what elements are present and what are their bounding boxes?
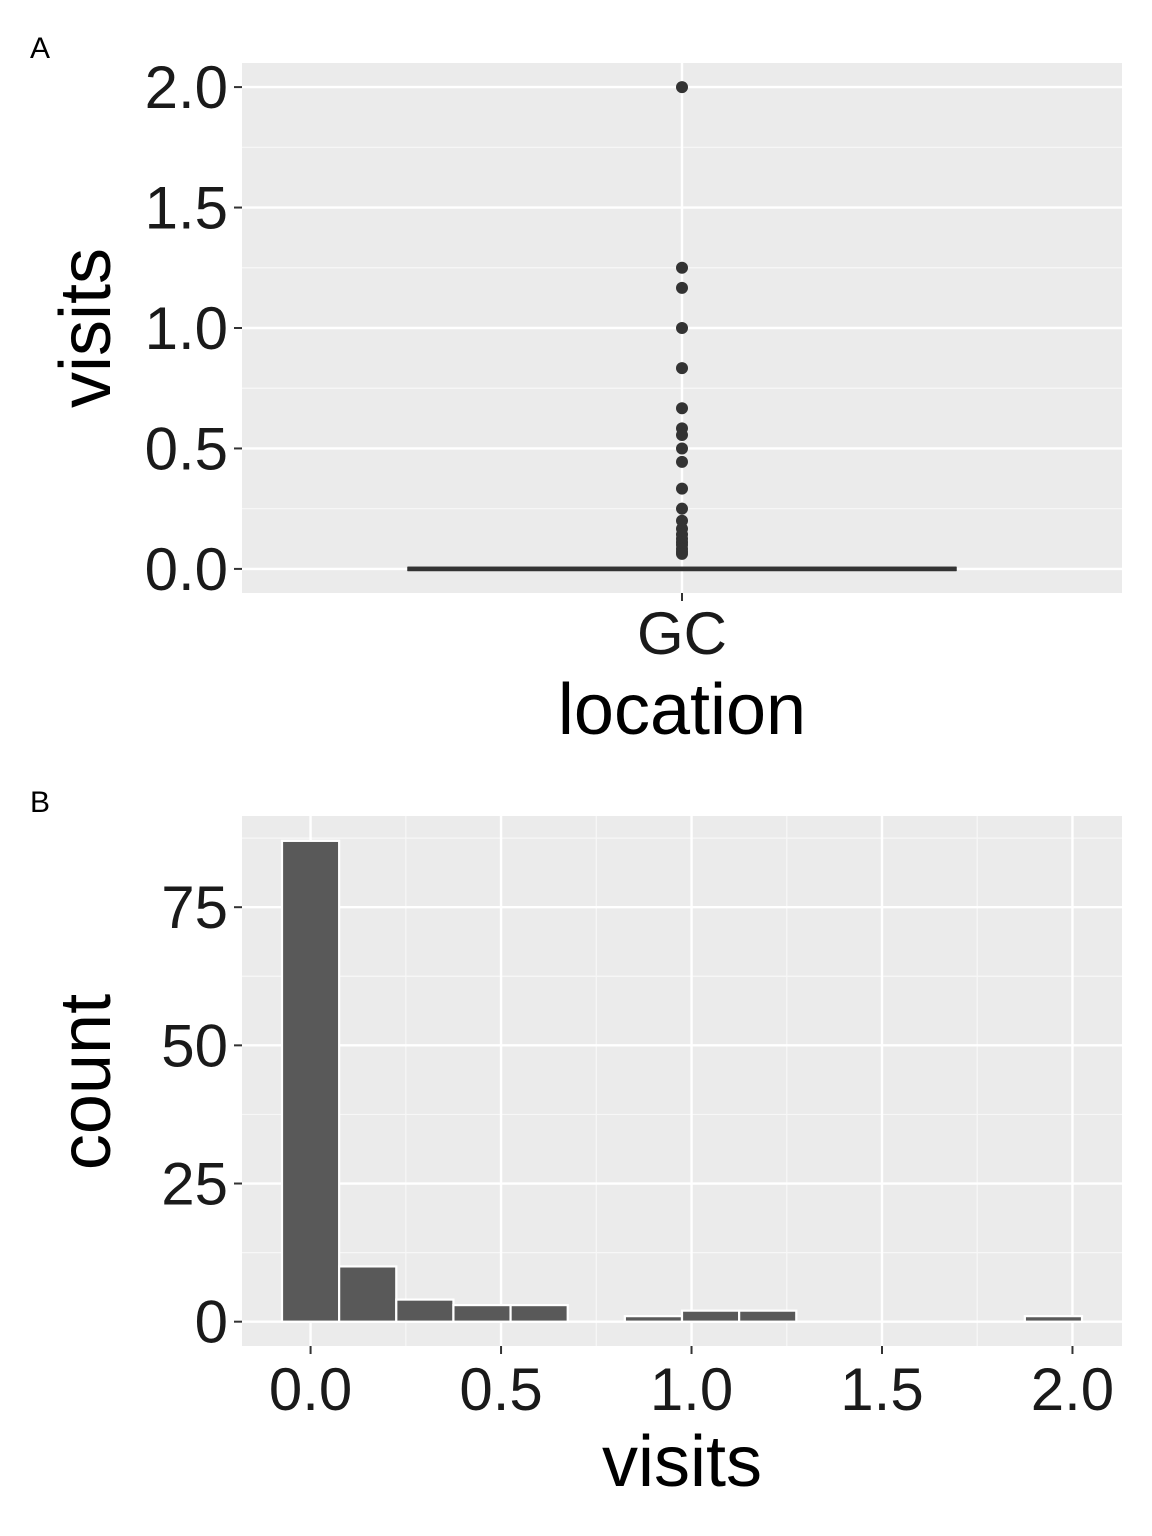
panel-b-histogram-bar [395, 1298, 455, 1323]
panel-a-y-ticks: 0.0 0.5 1.0 1.5 2.0 [145, 54, 242, 603]
panel-b-x-tick-label: 2.0 [1031, 1356, 1114, 1423]
panel-b-histogram-bar [680, 1309, 741, 1323]
panel-b-histogram-bar [738, 1309, 798, 1323]
panel-a-outlier-point [676, 81, 688, 94]
panel-b-y-axis-title: count [46, 994, 126, 1170]
panel-a-marks [407, 81, 957, 572]
panel-b-histogram-bar [280, 839, 341, 1323]
panel-a-y-tick-label: 0.5 [145, 415, 228, 482]
panel-b: B 0 25 50 75 0.0 0.5 1.0 1.5 2.0 visits count [30, 786, 1122, 1502]
panel-a-outlier-point [676, 402, 688, 415]
panel-b-y-ticks: 0 25 50 75 [161, 874, 242, 1356]
panel-b-histogram-bar [452, 1304, 512, 1323]
panel-a-outlier-point [676, 547, 688, 560]
panel-b-x-tick-label: 0.5 [459, 1356, 542, 1423]
panel-a-y-tick-label: 1.5 [145, 175, 228, 242]
panel-a-x-axis-title: location [558, 670, 806, 750]
panel-a-x-tick-label: GC [637, 600, 727, 667]
panel-b-x-tick-label: 1.5 [840, 1356, 923, 1423]
panel-b-x-ticks: 0.0 0.5 1.0 1.5 2.0 [269, 1346, 1114, 1423]
panel-b-histogram-bar [623, 1315, 684, 1323]
panel-b-histogram-bar [338, 1265, 398, 1323]
panel-a-y-tick-label: 1.0 [145, 295, 228, 362]
panel-b-x-tick-label: 0.0 [269, 1356, 352, 1423]
panel-a-outlier-point [676, 281, 688, 294]
panel-b-y-tick-label: 25 [161, 1151, 228, 1218]
panel-a-outlier-point [676, 502, 688, 515]
panel-b-histogram-bar [509, 1304, 569, 1323]
panel-a-y-tick-label: 0.0 [145, 536, 228, 603]
panel-b-y-tick-label: 0 [195, 1289, 228, 1356]
panel-b-plot-background [242, 816, 1122, 1346]
panel-b-y-tick-label: 75 [161, 874, 228, 941]
panel-a-outlier-point [676, 261, 688, 274]
panel-a-outlier-point [676, 362, 688, 375]
panel-a-outlier-point [676, 455, 688, 468]
panel-a: A 0.0 0.5 1.0 1.5 2.0 GC location visits [30, 32, 1122, 750]
panel-b-y-tick-label: 50 [161, 1012, 228, 1079]
panel-a-outlier-point [676, 429, 688, 442]
panel-a-tag: A [30, 32, 50, 65]
panel-a-y-axis-title: visits [46, 248, 126, 408]
panel-a-outlier-point [676, 442, 688, 455]
panel-b-tag: B [30, 786, 50, 819]
panel-b-x-axis-title: visits [602, 1422, 762, 1502]
panel-b-x-tick-label: 1.0 [650, 1356, 733, 1423]
panel-a-outlier-point [676, 482, 688, 495]
panel-b-histogram-bar [1023, 1315, 1084, 1323]
panel-a-y-tick-label: 2.0 [145, 54, 228, 121]
panel-b-bars [280, 839, 1084, 1323]
panel-a-outlier-point [676, 322, 688, 334]
